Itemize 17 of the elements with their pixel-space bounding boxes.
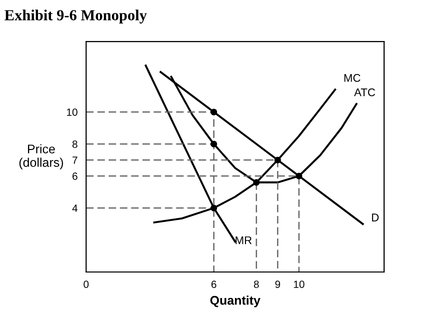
y-axis-title: Price (dollars) <box>19 144 64 170</box>
y-tick-label: 10 <box>67 108 78 116</box>
x-tick-label: 0 <box>84 280 89 288</box>
y-tick-label: 8 <box>72 140 78 148</box>
series-label: D <box>372 214 379 222</box>
series-label: ATC <box>354 88 376 96</box>
y-tick-label: 6 <box>72 172 78 180</box>
series-label: MC <box>344 74 360 82</box>
x-axis-title: Quantity <box>210 296 260 308</box>
x-tick-label: 9 <box>275 280 280 288</box>
x-tick-label: 6 <box>211 280 216 288</box>
y-tick-label: 4 <box>72 204 78 212</box>
chart-title: Exhibit 9-6 Monopoly <box>4 10 147 24</box>
x-tick-label: 10 <box>294 280 304 288</box>
series-label: MR <box>236 236 252 244</box>
y-tick-label: 7 <box>72 156 78 164</box>
x-tick-label: 8 <box>254 280 259 288</box>
